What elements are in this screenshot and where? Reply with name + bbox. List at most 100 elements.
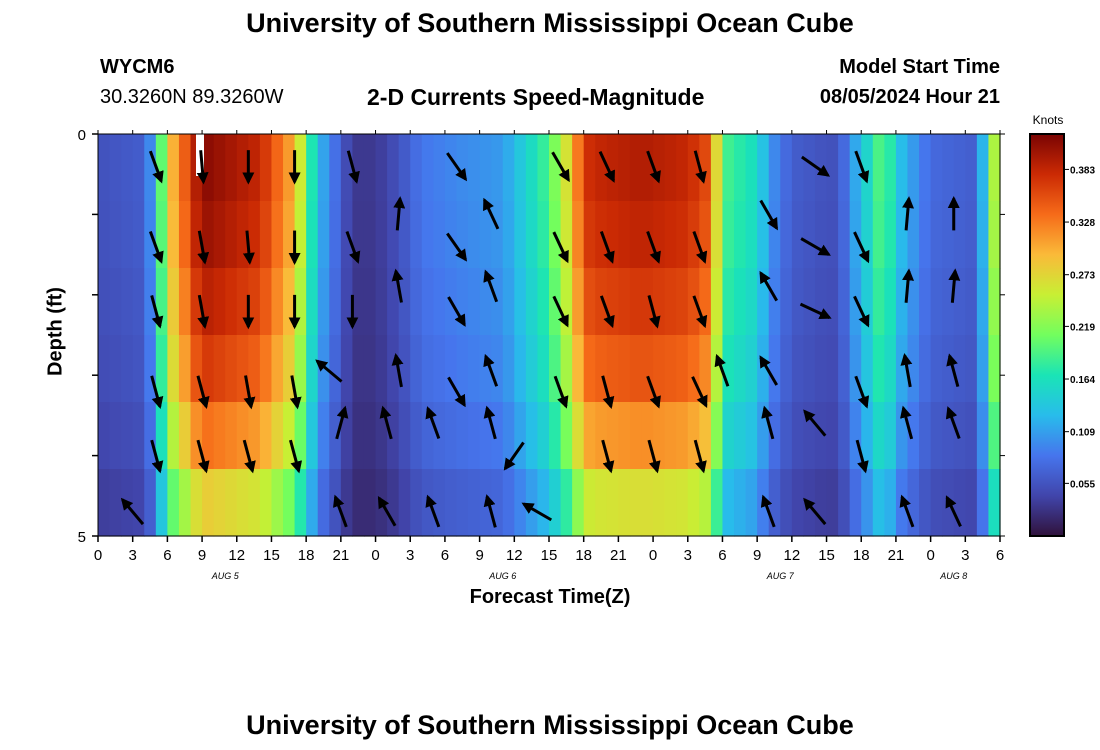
heatmap-cell bbox=[537, 469, 550, 537]
current-arrow bbox=[692, 231, 708, 264]
current-arrow bbox=[759, 199, 779, 231]
heatmap-cell bbox=[479, 134, 492, 202]
heatmap-cell bbox=[248, 134, 261, 202]
heatmap-cell bbox=[98, 268, 111, 336]
current-arrow bbox=[150, 375, 164, 410]
heatmap-cell bbox=[387, 335, 400, 403]
heatmap-cell bbox=[144, 134, 157, 202]
heatmap-cell bbox=[572, 469, 585, 537]
heatmap-cell bbox=[375, 134, 388, 202]
heatmap-cell bbox=[976, 201, 990, 269]
heatmap-cell bbox=[236, 134, 249, 202]
current-arrow bbox=[483, 405, 497, 440]
heatmap-cell bbox=[456, 201, 469, 269]
heatmap-cell bbox=[444, 402, 458, 470]
heatmap-cell bbox=[745, 201, 758, 269]
x-tick-label: 18 bbox=[853, 547, 870, 564]
heatmap-cell bbox=[468, 335, 481, 403]
heatmap-cell bbox=[606, 402, 619, 470]
heatmap-cell bbox=[294, 335, 307, 403]
heatmap-cell bbox=[872, 268, 885, 336]
heatmap-cell bbox=[699, 402, 712, 470]
heatmap-cell bbox=[826, 335, 839, 403]
heatmap-cell bbox=[861, 335, 874, 403]
heatmap-cell bbox=[722, 268, 735, 336]
current-arrow bbox=[552, 295, 569, 328]
current-arrow bbox=[148, 150, 164, 184]
heatmap-cell bbox=[629, 335, 643, 403]
heatmap-cell bbox=[988, 201, 1001, 269]
current-arrow bbox=[853, 231, 870, 264]
heatmap-cell bbox=[375, 402, 388, 470]
heatmap-cell bbox=[942, 335, 955, 403]
heatmap-cell bbox=[202, 201, 215, 269]
colorbar-tick-label: 0.219 bbox=[1070, 322, 1095, 333]
heatmap-cell bbox=[849, 134, 862, 202]
heatmap-cell bbox=[109, 268, 122, 336]
heatmap-cell bbox=[895, 402, 909, 470]
heatmap-cell bbox=[572, 268, 585, 336]
heatmap-cell bbox=[838, 335, 851, 403]
heatmap-cell bbox=[109, 134, 122, 202]
heatmap-cell bbox=[664, 335, 677, 403]
heatmap-cell bbox=[340, 402, 354, 470]
heatmap-cell bbox=[641, 402, 654, 470]
heatmap-cell bbox=[121, 201, 134, 269]
heatmap-cell bbox=[444, 134, 458, 202]
heatmap-cell bbox=[976, 402, 990, 470]
heatmap-cell bbox=[306, 402, 319, 470]
heatmap-cell bbox=[780, 335, 793, 403]
current-arrow bbox=[150, 439, 164, 474]
colorbar bbox=[1029, 133, 1065, 537]
heatmap-cell bbox=[919, 201, 932, 269]
heatmap-cell bbox=[629, 268, 643, 336]
heatmap-cell bbox=[976, 268, 990, 336]
heatmap-cell bbox=[653, 201, 666, 269]
current-arrow bbox=[899, 494, 915, 528]
heatmap-cell bbox=[861, 134, 874, 202]
heatmap-cell bbox=[98, 469, 111, 537]
station-coordinates: 30.3260N 89.3260W bbox=[100, 86, 284, 108]
colorbar-label: Knots bbox=[1033, 113, 1064, 127]
heatmap-cell bbox=[352, 268, 365, 336]
heatmap-cell bbox=[930, 402, 943, 470]
heatmap-cell bbox=[895, 268, 909, 336]
heatmap-cell bbox=[572, 402, 585, 470]
heatmap-cell bbox=[757, 134, 770, 202]
heatmap-cell bbox=[895, 134, 909, 202]
heatmap-cell bbox=[387, 201, 400, 269]
heatmap-cell bbox=[98, 201, 111, 269]
current-arrow bbox=[551, 151, 570, 183]
heatmap-cell bbox=[144, 469, 157, 537]
x-tick-label: 12 bbox=[506, 547, 523, 564]
heatmap-cell bbox=[178, 335, 192, 403]
heatmap-cell bbox=[514, 335, 527, 403]
colorbar-tick-label: 0.055 bbox=[1070, 479, 1095, 490]
heatmap-cell bbox=[849, 402, 862, 470]
heatmap-cell bbox=[965, 134, 978, 202]
x-tick-label: 3 bbox=[684, 547, 692, 564]
heatmap-cell bbox=[387, 268, 400, 336]
x-tick-label: 9 bbox=[753, 547, 761, 564]
heatmap-cell bbox=[618, 335, 631, 403]
heatmap-cell bbox=[213, 469, 226, 537]
heatmap-cell bbox=[780, 268, 793, 336]
footer-title: University of Southern Mississippi Ocean… bbox=[246, 710, 854, 740]
heatmap-cell bbox=[317, 134, 330, 202]
heatmap-cell bbox=[965, 469, 978, 537]
heatmap-cell bbox=[838, 469, 851, 537]
heatmap-cell bbox=[144, 402, 157, 470]
heatmap-cell bbox=[317, 402, 330, 470]
current-arrow bbox=[483, 494, 497, 528]
heatmap-cell bbox=[456, 268, 469, 336]
heatmap-cell bbox=[965, 335, 978, 403]
heatmap-cell bbox=[352, 201, 365, 269]
heatmap-cell bbox=[734, 469, 747, 537]
heatmap-cell bbox=[907, 268, 920, 336]
heatmap-cell bbox=[699, 201, 712, 269]
current-arrow bbox=[945, 495, 962, 528]
heatmap-cell bbox=[768, 201, 781, 269]
heatmap-cell bbox=[306, 469, 319, 537]
heatmap-cell bbox=[676, 469, 689, 537]
